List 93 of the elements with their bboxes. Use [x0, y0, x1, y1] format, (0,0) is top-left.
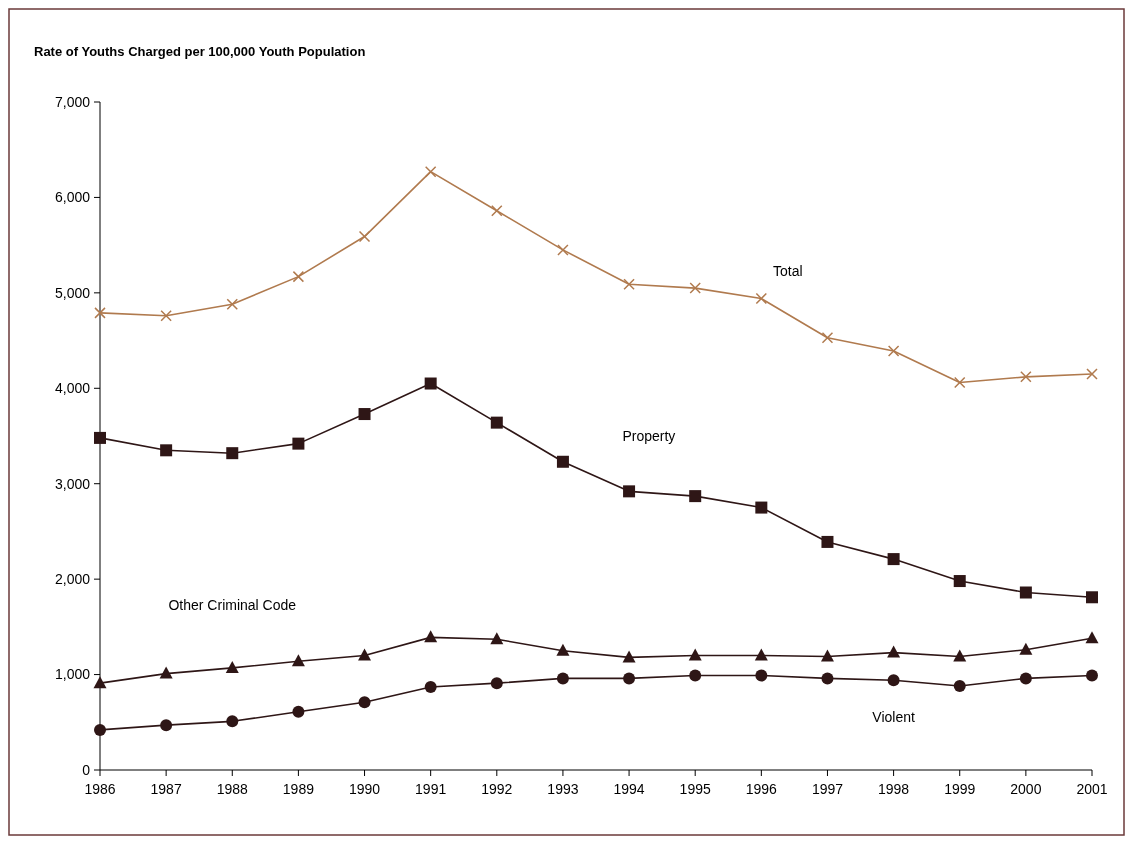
y-tick-label: 1,000: [54, 666, 91, 683]
x-tick-label: 1987: [150, 781, 182, 797]
point: [887, 645, 901, 658]
y-tick-label: 7,000: [54, 93, 91, 110]
point: [1020, 371, 1032, 383]
point: [292, 270, 305, 283]
point: [1085, 631, 1099, 644]
point: [491, 205, 503, 217]
point: [887, 345, 900, 357]
point: [291, 654, 305, 667]
point: [953, 575, 966, 588]
point: [490, 416, 503, 429]
point: [556, 672, 569, 685]
point: [754, 648, 768, 661]
point: [821, 331, 834, 344]
point: [623, 672, 636, 685]
point: [557, 244, 569, 256]
point: [622, 650, 636, 663]
point: [358, 230, 371, 243]
point: [225, 660, 239, 673]
y-tick-label: 6,000: [54, 189, 91, 206]
point: [490, 632, 504, 645]
point: [623, 485, 636, 498]
point: [94, 307, 106, 319]
point: [424, 377, 437, 390]
y-tick-label: 2,000: [54, 571, 91, 588]
point: [953, 680, 966, 693]
y-tick-label: 5,000: [54, 284, 91, 301]
point: [887, 553, 900, 566]
point: [160, 719, 173, 732]
x-tick-label: 1997: [811, 781, 844, 797]
point: [424, 630, 438, 643]
point: [93, 676, 107, 689]
x-tick-label: 1990: [348, 781, 381, 797]
text: Other Criminal Code: [168, 596, 297, 613]
point: [1086, 368, 1098, 380]
point: [1019, 672, 1032, 685]
x-tick-label: 1993: [547, 781, 579, 797]
point: [358, 696, 371, 709]
point: [94, 723, 106, 736]
y-tick-label: 3,000: [54, 475, 91, 492]
x-tick-label: 1994: [613, 781, 645, 797]
point: [821, 672, 834, 685]
point: [226, 298, 239, 311]
point: [1019, 586, 1032, 599]
point: [688, 648, 702, 661]
point: [953, 649, 967, 662]
point: [1086, 669, 1098, 682]
x-tick-label: 1996: [745, 781, 778, 797]
point: [160, 444, 173, 457]
x-tick-label: 2000: [1010, 781, 1042, 797]
y-tick-label: 4,000: [54, 380, 91, 397]
point: [821, 535, 834, 548]
y-tick-label: 0: [82, 761, 91, 778]
point: [358, 648, 372, 661]
point: [887, 674, 900, 687]
point: [358, 408, 371, 421]
point: [159, 666, 173, 679]
x-tick-label: 1986: [84, 781, 116, 797]
point: [689, 490, 702, 503]
point: [1086, 591, 1098, 604]
x-tick-label: 1988: [216, 781, 249, 797]
series-label: Total: [773, 263, 803, 280]
point: [160, 310, 172, 322]
x-tick-label: 1989: [282, 781, 315, 797]
point: [623, 278, 635, 291]
point: [755, 669, 768, 682]
text: Property: [622, 427, 676, 444]
point: [556, 455, 569, 468]
point: [820, 649, 834, 662]
point: [556, 643, 570, 656]
series-label: Violent: [872, 709, 915, 726]
x-tick-label: 1999: [944, 781, 976, 797]
point: [755, 501, 768, 514]
point: [1019, 642, 1033, 655]
point: [755, 292, 768, 305]
point: [953, 376, 966, 389]
point: [689, 282, 701, 294]
point: [292, 437, 305, 450]
x-tick-label: 1995: [679, 781, 711, 797]
x-tick-label: 1992: [481, 781, 513, 797]
point: [424, 165, 437, 178]
point: [689, 669, 702, 682]
x-tick-label: 2001: [1076, 781, 1108, 797]
x-tick-label: 1991: [415, 781, 447, 797]
point: [292, 705, 305, 718]
point: [226, 715, 239, 728]
chart-title: Rate of Youths Charged per 100,000 Youth Population: [34, 44, 366, 59]
point: [424, 680, 437, 693]
point: [94, 431, 106, 444]
x-tick-label: 1998: [878, 781, 910, 797]
point: [490, 677, 503, 690]
point: [226, 447, 239, 460]
